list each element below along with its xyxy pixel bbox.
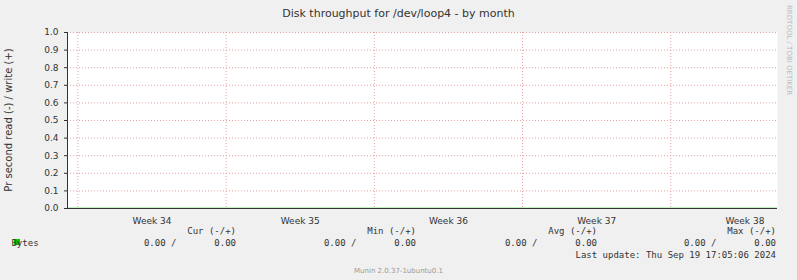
svg-text:0.00 / 0.00: 0.00 / 0.00: [324, 238, 416, 248]
svg-text:0.7: 0.7: [44, 80, 58, 90]
svg-text:Last update: Thu Sep 19 17:05:: Last update: Thu Sep 19 17:05:06 2024: [576, 250, 776, 260]
svg-text:Cur (-/+): Cur (-/+): [187, 226, 236, 236]
svg-text:Min (-/+): Min (-/+): [367, 226, 416, 236]
svg-text:Week 37: Week 37: [577, 216, 616, 226]
svg-text:0.9: 0.9: [44, 45, 59, 55]
svg-text:0.8: 0.8: [44, 63, 59, 73]
svg-text:0.00 / 0.00: 0.00 / 0.00: [505, 238, 597, 248]
svg-text:0.3: 0.3: [44, 151, 58, 161]
svg-text:0.2: 0.2: [44, 168, 58, 178]
svg-text:Max (-/+): Max (-/+): [727, 226, 776, 236]
svg-text:Bytes: Bytes: [11, 238, 38, 248]
svg-text:RRDTOOL / TOBI OETIKER: RRDTOOL / TOBI OETIKER: [785, 5, 793, 95]
svg-text:Avg (-/+): Avg (-/+): [548, 226, 597, 236]
svg-text:0.4: 0.4: [44, 133, 59, 143]
svg-text:0.00 / 0.00: 0.00 / 0.00: [144, 238, 236, 248]
svg-text:Week 38: Week 38: [725, 216, 764, 226]
svg-text:0.0: 0.0: [44, 203, 59, 213]
svg-text:Week 36: Week 36: [429, 216, 468, 226]
svg-text:Munin 2.0.37-1ubuntu0.1: Munin 2.0.37-1ubuntu0.1: [354, 267, 443, 275]
svg-text:Week 35: Week 35: [281, 216, 320, 226]
svg-text:0.6: 0.6: [44, 98, 59, 108]
svg-text:1.0: 1.0: [44, 27, 59, 37]
svg-text:0.00 / 0.00: 0.00 / 0.00: [684, 238, 776, 248]
svg-text:Pr second read (-) / write (+): Pr second read (-) / write (+): [3, 48, 14, 191]
svg-text:Week 34: Week 34: [132, 216, 171, 226]
svg-text:Disk throughput for /dev/loop4: Disk throughput for /dev/loop4 - by mont…: [282, 7, 515, 20]
svg-text:0.1: 0.1: [44, 186, 58, 196]
svg-text:0.5: 0.5: [44, 115, 58, 125]
